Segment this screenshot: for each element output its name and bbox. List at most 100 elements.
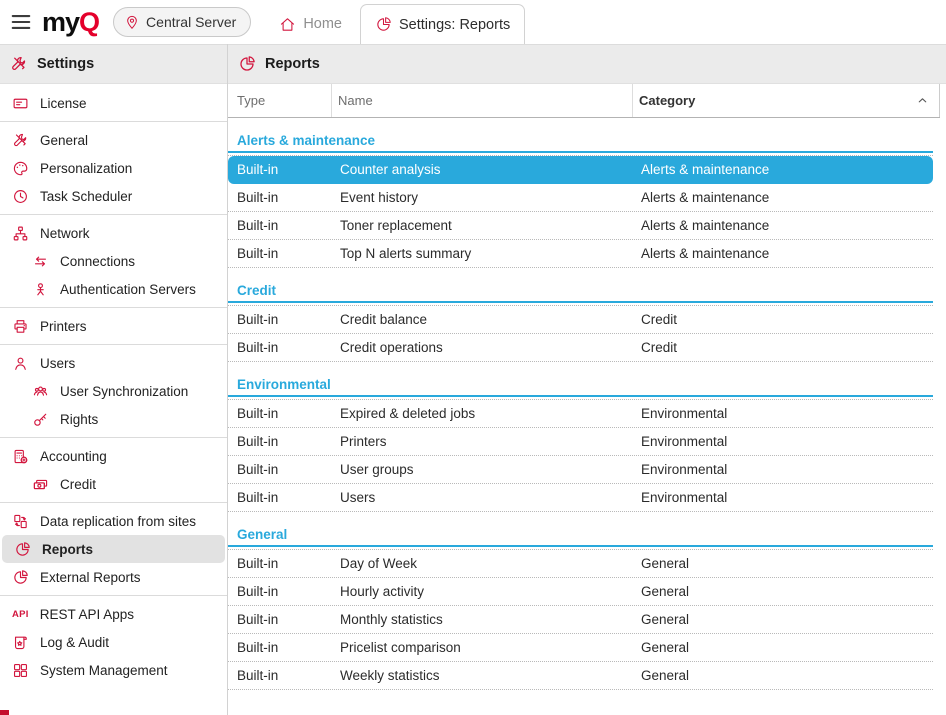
sidebar-divider xyxy=(0,214,227,215)
auth-person-icon xyxy=(32,281,49,298)
cell-type: Built-in xyxy=(237,490,279,505)
sidebar-item-external-reports[interactable]: External Reports xyxy=(0,563,227,591)
column-header-name[interactable]: Name xyxy=(331,84,632,117)
table-row[interactable]: Built-in Users Environmental xyxy=(228,484,933,512)
sort-ascending-icon xyxy=(916,94,929,107)
sidebar-item-label: Connections xyxy=(60,253,136,269)
sidebar-item-label: Accounting xyxy=(40,448,107,464)
table-row[interactable]: Built-in Counter analysis Alerts & mainten… xyxy=(228,156,933,184)
sidebar-divider xyxy=(0,344,227,345)
sidebar-item-users[interactable]: Users xyxy=(0,349,227,377)
table-row[interactable]: Built-in Credit balance Credit xyxy=(228,306,933,334)
column-header-category-label: Category xyxy=(639,93,696,108)
report-group-credit: Credit Built-in Credit balance Credit Built-… xyxy=(228,283,933,362)
table-row[interactable]: Built-in Day of Week General xyxy=(228,550,933,578)
sidebar-divider xyxy=(0,307,227,308)
table-row[interactable]: Built-in Printers Environmental xyxy=(228,428,933,456)
cell-type: Built-in xyxy=(237,584,279,599)
column-header-category[interactable]: Category xyxy=(632,84,940,117)
grid-icon xyxy=(12,662,29,679)
sidebar-item-label: Network xyxy=(40,225,90,241)
tab-settings-reports[interactable]: Settings: Reports xyxy=(360,4,526,44)
table-row[interactable]: Built-in Top N alerts summary Alerts & mai… xyxy=(228,240,933,268)
banknotes-icon xyxy=(32,476,49,493)
sidebar-item-general[interactable]: General xyxy=(0,126,227,154)
cell-name: Weekly statistics xyxy=(340,668,440,683)
license-icon xyxy=(12,95,29,112)
report-group-general: General Built-in Day of Week General Built-i… xyxy=(228,527,933,690)
sidebar-item-label: User Synchronization xyxy=(60,383,189,399)
home-icon xyxy=(279,16,296,33)
sidebar-item-printers[interactable]: Printers xyxy=(0,312,227,340)
sidebar-item-data-replication-from-sites[interactable]: Data replication from sites xyxy=(0,507,227,535)
cell-category: Environmental xyxy=(641,406,728,421)
group-rows: Built-in Day of Week General Built-in Hourly… xyxy=(228,549,933,690)
user-group-icon xyxy=(32,383,49,400)
sidebar-item-connections[interactable]: Connections xyxy=(0,247,227,275)
table-row[interactable]: Built-in Toner replacement Alerts & mainte… xyxy=(228,212,933,240)
sidebar-item-license[interactable]: License xyxy=(0,89,227,117)
sidebar-item-label: Credit xyxy=(60,476,97,492)
cell-type: Built-in xyxy=(237,162,279,177)
sidebar-item-label: General xyxy=(40,132,89,148)
calculator-icon xyxy=(12,448,29,465)
group-rows: Built-in Counter analysis Alerts & mainten… xyxy=(228,155,933,268)
cell-type: Built-in xyxy=(237,218,279,233)
table-row[interactable]: Built-in Hourly activity General xyxy=(228,578,933,606)
pie-chart-icon xyxy=(238,55,256,73)
group-header: Environmental xyxy=(228,377,933,397)
pie-chart-icon xyxy=(375,16,392,33)
cell-category: Credit xyxy=(641,312,678,327)
sidebar-item-label: Reports xyxy=(42,541,94,557)
sidebar-item-credit[interactable]: Credit xyxy=(0,470,227,498)
sidebar-item-reports[interactable]: Reports xyxy=(2,535,225,563)
cell-type: Built-in xyxy=(237,190,279,205)
table-row[interactable]: Built-in User groups Environmental xyxy=(228,456,933,484)
table-row[interactable]: Built-in Credit operations Credit xyxy=(228,334,933,362)
server-label: Central Server xyxy=(146,14,237,30)
sidebar-item-accounting[interactable]: Accounting xyxy=(0,442,227,470)
sidebar-item-label: Data replication from sites xyxy=(40,513,197,529)
cell-name: Top N alerts summary xyxy=(340,246,472,261)
sidebar-item-label: Printers xyxy=(40,318,87,334)
api-icon: API xyxy=(12,608,29,620)
sidebar-item-system-management[interactable]: System Management xyxy=(0,656,227,684)
table-row[interactable]: Built-in Monthly statistics General xyxy=(228,606,933,634)
table-row[interactable]: Built-in Weekly statistics General xyxy=(228,662,933,690)
table-row[interactable]: Built-in Expired & deleted jobs Environmen… xyxy=(228,400,933,428)
table-row[interactable]: Built-in Event history Alerts & maintenanc… xyxy=(228,184,933,212)
cell-name: Day of Week xyxy=(340,556,418,571)
cell-category: Environmental xyxy=(641,490,728,505)
cell-type: Built-in xyxy=(237,434,279,449)
tab-home[interactable]: Home xyxy=(265,4,356,44)
table-row[interactable]: Built-in Pricelist comparison General xyxy=(228,634,933,662)
sidebar-item-log-audit[interactable]: Log & Audit xyxy=(0,628,227,656)
sidebar-item-rights[interactable]: Rights xyxy=(0,405,227,433)
sidebar-item-authentication-servers[interactable]: Authentication Servers xyxy=(0,275,227,303)
sidebar-item-label: License xyxy=(40,95,87,111)
server-selector-button[interactable]: Central Server xyxy=(113,7,252,37)
sidebar-item-network[interactable]: Network xyxy=(0,219,227,247)
cell-category: General xyxy=(641,584,690,599)
sidebar-item-task-scheduler[interactable]: Task Scheduler xyxy=(0,182,227,210)
cell-name: Pricelist comparison xyxy=(340,640,461,655)
sidebar-item-label: Rights xyxy=(60,411,99,427)
sidebar-item-personalization[interactable]: Personalization xyxy=(0,154,227,182)
sidebar-item-user-synchronization[interactable]: User Synchronization xyxy=(0,377,227,405)
cell-type: Built-in xyxy=(237,640,279,655)
sidebar-divider xyxy=(0,502,227,503)
sidebar: Settings License General Personalization Ta… xyxy=(0,44,228,715)
sidebar-item-rest-api-apps[interactable]: API REST API Apps xyxy=(0,600,227,628)
app-logo[interactable]: myQ xyxy=(42,8,100,36)
cell-category: General xyxy=(641,612,690,627)
report-table-body: Alerts & maintenance Built-in Counter anal… xyxy=(228,118,946,690)
menu-icon[interactable] xyxy=(8,9,34,35)
column-header-type[interactable]: Type xyxy=(237,93,266,108)
cell-type: Built-in xyxy=(237,246,279,261)
swap-arrows-icon xyxy=(32,253,49,270)
cell-type: Built-in xyxy=(237,462,279,477)
palette-icon xyxy=(12,160,29,177)
key-icon xyxy=(32,411,49,428)
sidebar-item-label: Personalization xyxy=(40,160,133,176)
sidebar-item-label: REST API Apps xyxy=(39,606,135,622)
